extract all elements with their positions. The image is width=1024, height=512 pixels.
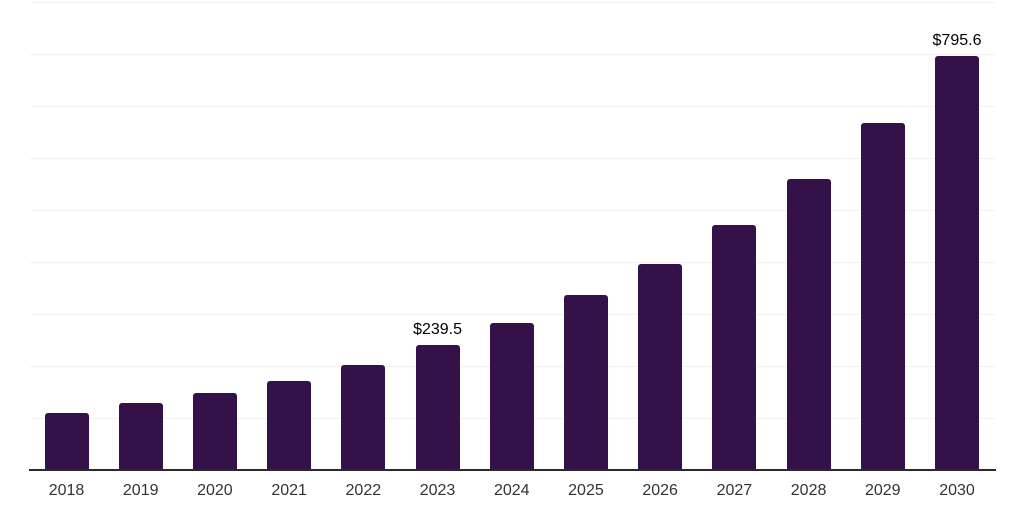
x-tick-2018: 2018 [48,482,85,499]
gridline-500 [30,209,995,211]
x-tick-2024: 2024 [493,482,530,499]
gridline-600 [30,157,995,159]
gridline-900 [30,1,995,3]
x-tick-2025: 2025 [568,482,604,499]
gridline-700 [30,105,995,107]
bar-2027 [712,225,757,470]
plot-area: $239.5 $795.6 [30,0,995,470]
x-tick-2026: 2026 [642,482,678,499]
x-tick-2021: 2021 [271,482,307,499]
x-tick-2029: 2029 [864,482,901,499]
gridline-300 [30,313,995,315]
bar-2022 [341,364,386,470]
bar-2026 [638,264,683,470]
x-axis-line [29,469,996,471]
gridline-400 [30,261,995,263]
bar-2019 [118,402,163,470]
bar-2021 [267,381,312,470]
bar-2018 [44,413,89,470]
gridline-800 [30,53,995,55]
x-tick-2027: 2027 [716,482,753,499]
x-tick-2030: 2030 [939,482,975,499]
x-tick-2023: 2023 [419,482,456,499]
data-label-2030: $795.6 [932,32,982,50]
bar-2024 [489,322,534,470]
bar-2028 [786,179,831,470]
x-tick-2020: 2020 [197,482,233,499]
bar-2025 [563,295,608,470]
bar-2020 [192,393,237,470]
bar-2023 [415,345,460,470]
bar-2030 [935,56,979,470]
x-tick-2019: 2019 [122,482,159,499]
x-tick-2022: 2022 [345,482,382,499]
data-label-2023: $239.5 [413,321,462,339]
x-tick-2028: 2028 [790,482,827,499]
bar-2029 [860,123,905,470]
